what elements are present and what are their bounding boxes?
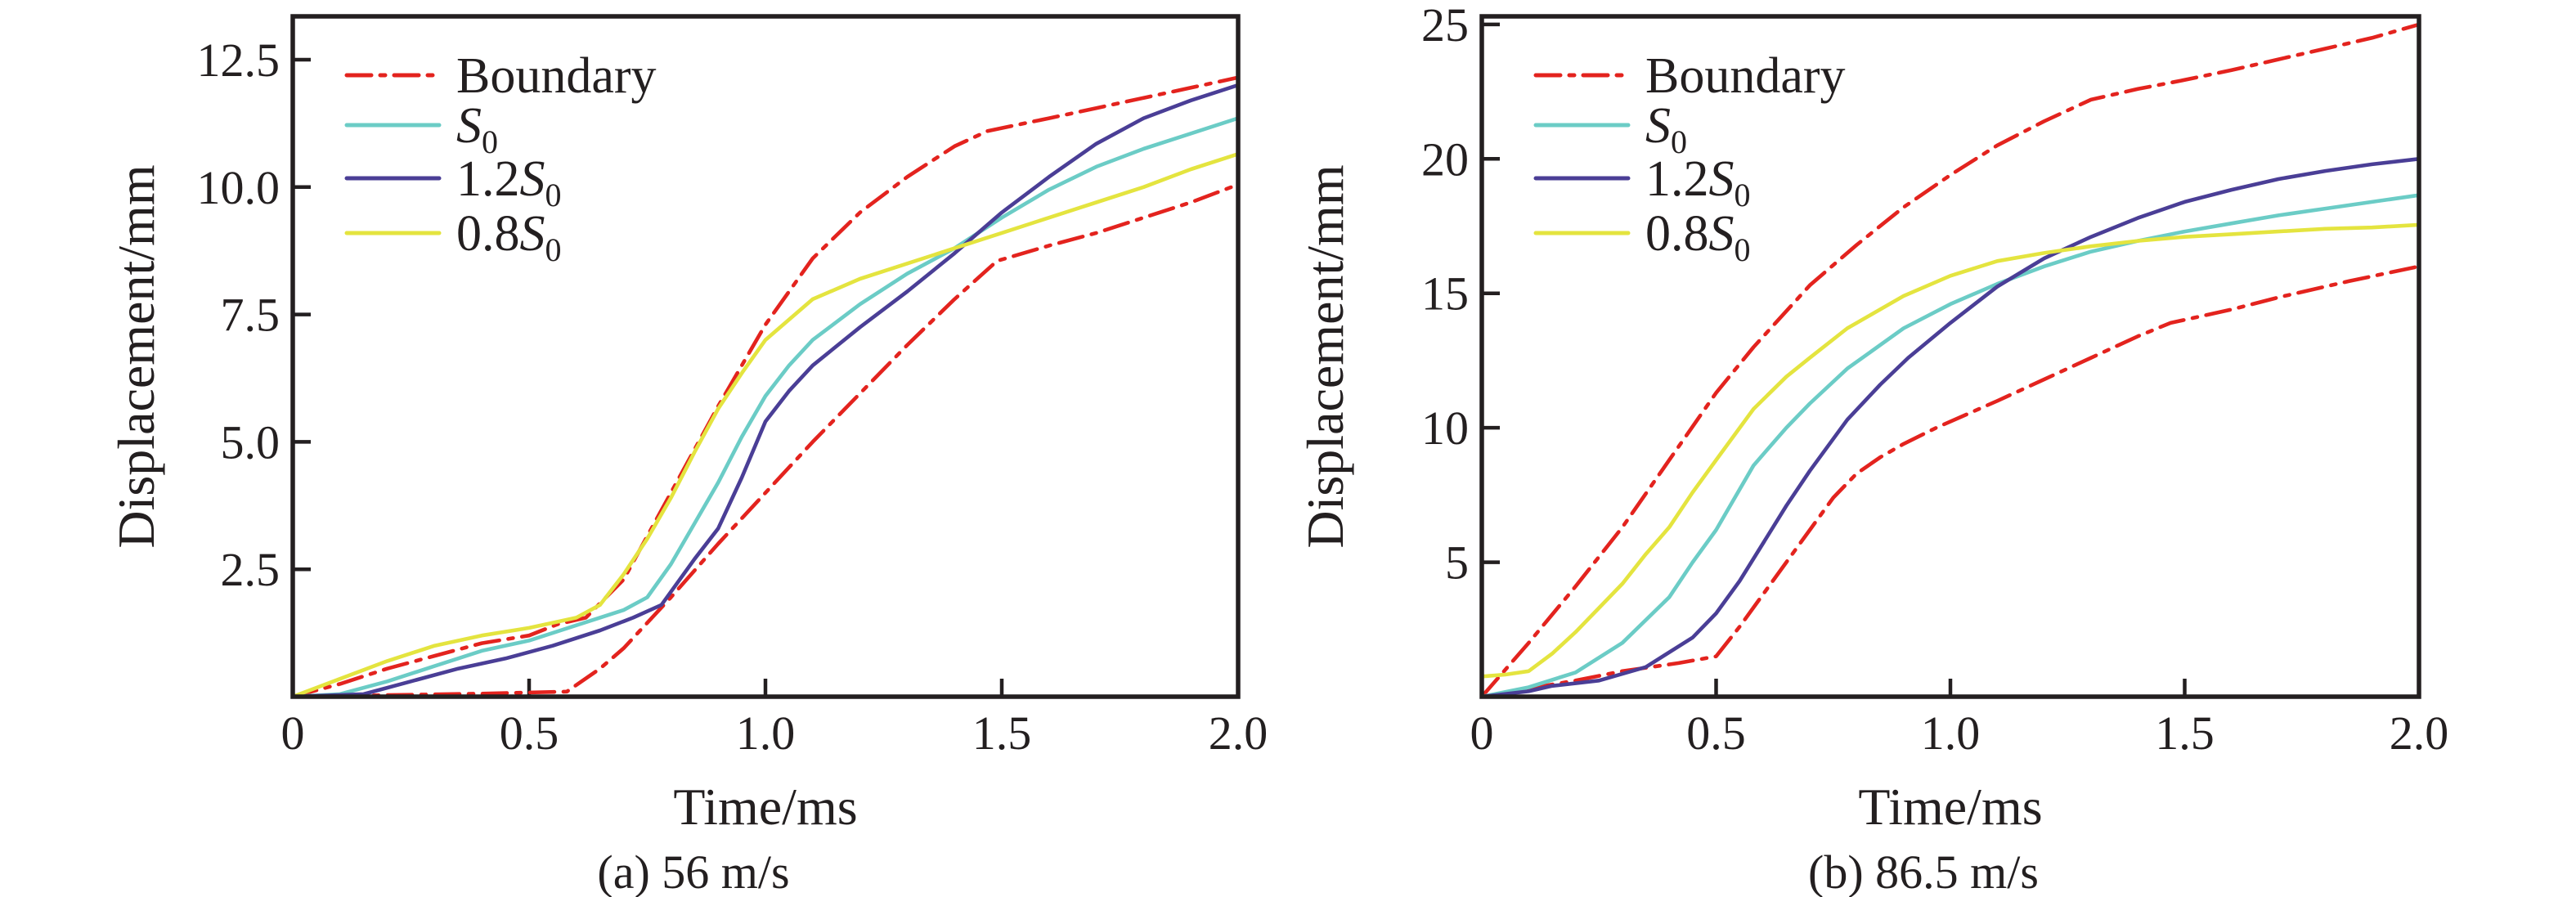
series-boundary-upper [290,75,1241,699]
series-s0 [290,116,1241,699]
y-tick-label: 10.0 [197,161,280,214]
x-tick-label: 0 [281,706,305,760]
chart-a: 0 0.5 1.0 1.5 2.0 2.5 5.0 7.5 10.0 12.5 BoundaryS0… [107,14,1268,897]
series-s12 [290,83,1241,699]
x-tick-label: 2.0 [2390,706,2449,760]
y-tick-label: 10 [1421,401,1469,455]
plot-border [290,14,1241,699]
y-axis-title: Displacement/mm [1296,164,1354,548]
x-tick-label: 1.5 [2155,706,2215,760]
x-tick-label: 2.0 [1209,706,1268,760]
y-tick-label: 2.5 [221,543,280,596]
plot-border [1479,14,2421,699]
legend-label: Boundary [456,48,657,104]
series-s12 [1479,157,2421,699]
series-boundary-lower [1479,264,2421,699]
series-s08 [290,152,1241,699]
x-tick-label: 0.5 [500,706,559,760]
y-tick-label: 25 [1421,0,1469,52]
x-tick-label: 1.5 [972,706,1032,760]
chart-caption: (b) 86.5 m/s [1808,845,2039,897]
legend-label: S0 [1645,98,1687,160]
series-boundary-upper [1479,22,2421,699]
y-tick-label: 15 [1421,267,1469,321]
x-tick-label: 1.0 [736,706,796,760]
legend-label: Boundary [1645,48,1846,104]
y-tick-label: 5 [1445,536,1469,590]
legend-label: 1.2S0 [1645,151,1751,213]
x-tick-label: 1.0 [1921,706,1981,760]
y-tick-label: 20 [1421,132,1469,186]
y-tick-label: 7.5 [221,289,280,342]
y-axis-title: Displacement/mm [107,164,165,548]
series-s08 [1479,222,2421,679]
legend-label: 0.8S0 [456,206,562,268]
y-tick-label: 12.5 [197,34,280,87]
chart-caption: (a) 56 m/s [597,845,789,897]
x-axis-title: Time/ms [673,778,857,836]
legend-label: 0.8S0 [1645,206,1751,268]
x-axis-title: Time/ms [1858,778,2042,836]
legend-label: 1.2S0 [456,151,562,213]
legend-label: S0 [456,98,498,160]
x-tick-label: 0 [1470,706,1494,760]
y-tick-label: 5.0 [221,415,280,469]
chart-b: 0 0.5 1.0 1.5 2.0 5 10 15 20 25 BoundaryS01.2S00.8… [1296,0,2448,897]
series-boundary-lower [290,182,1241,699]
x-tick-label: 0.5 [1686,706,1746,760]
series-s0 [1479,193,2421,699]
